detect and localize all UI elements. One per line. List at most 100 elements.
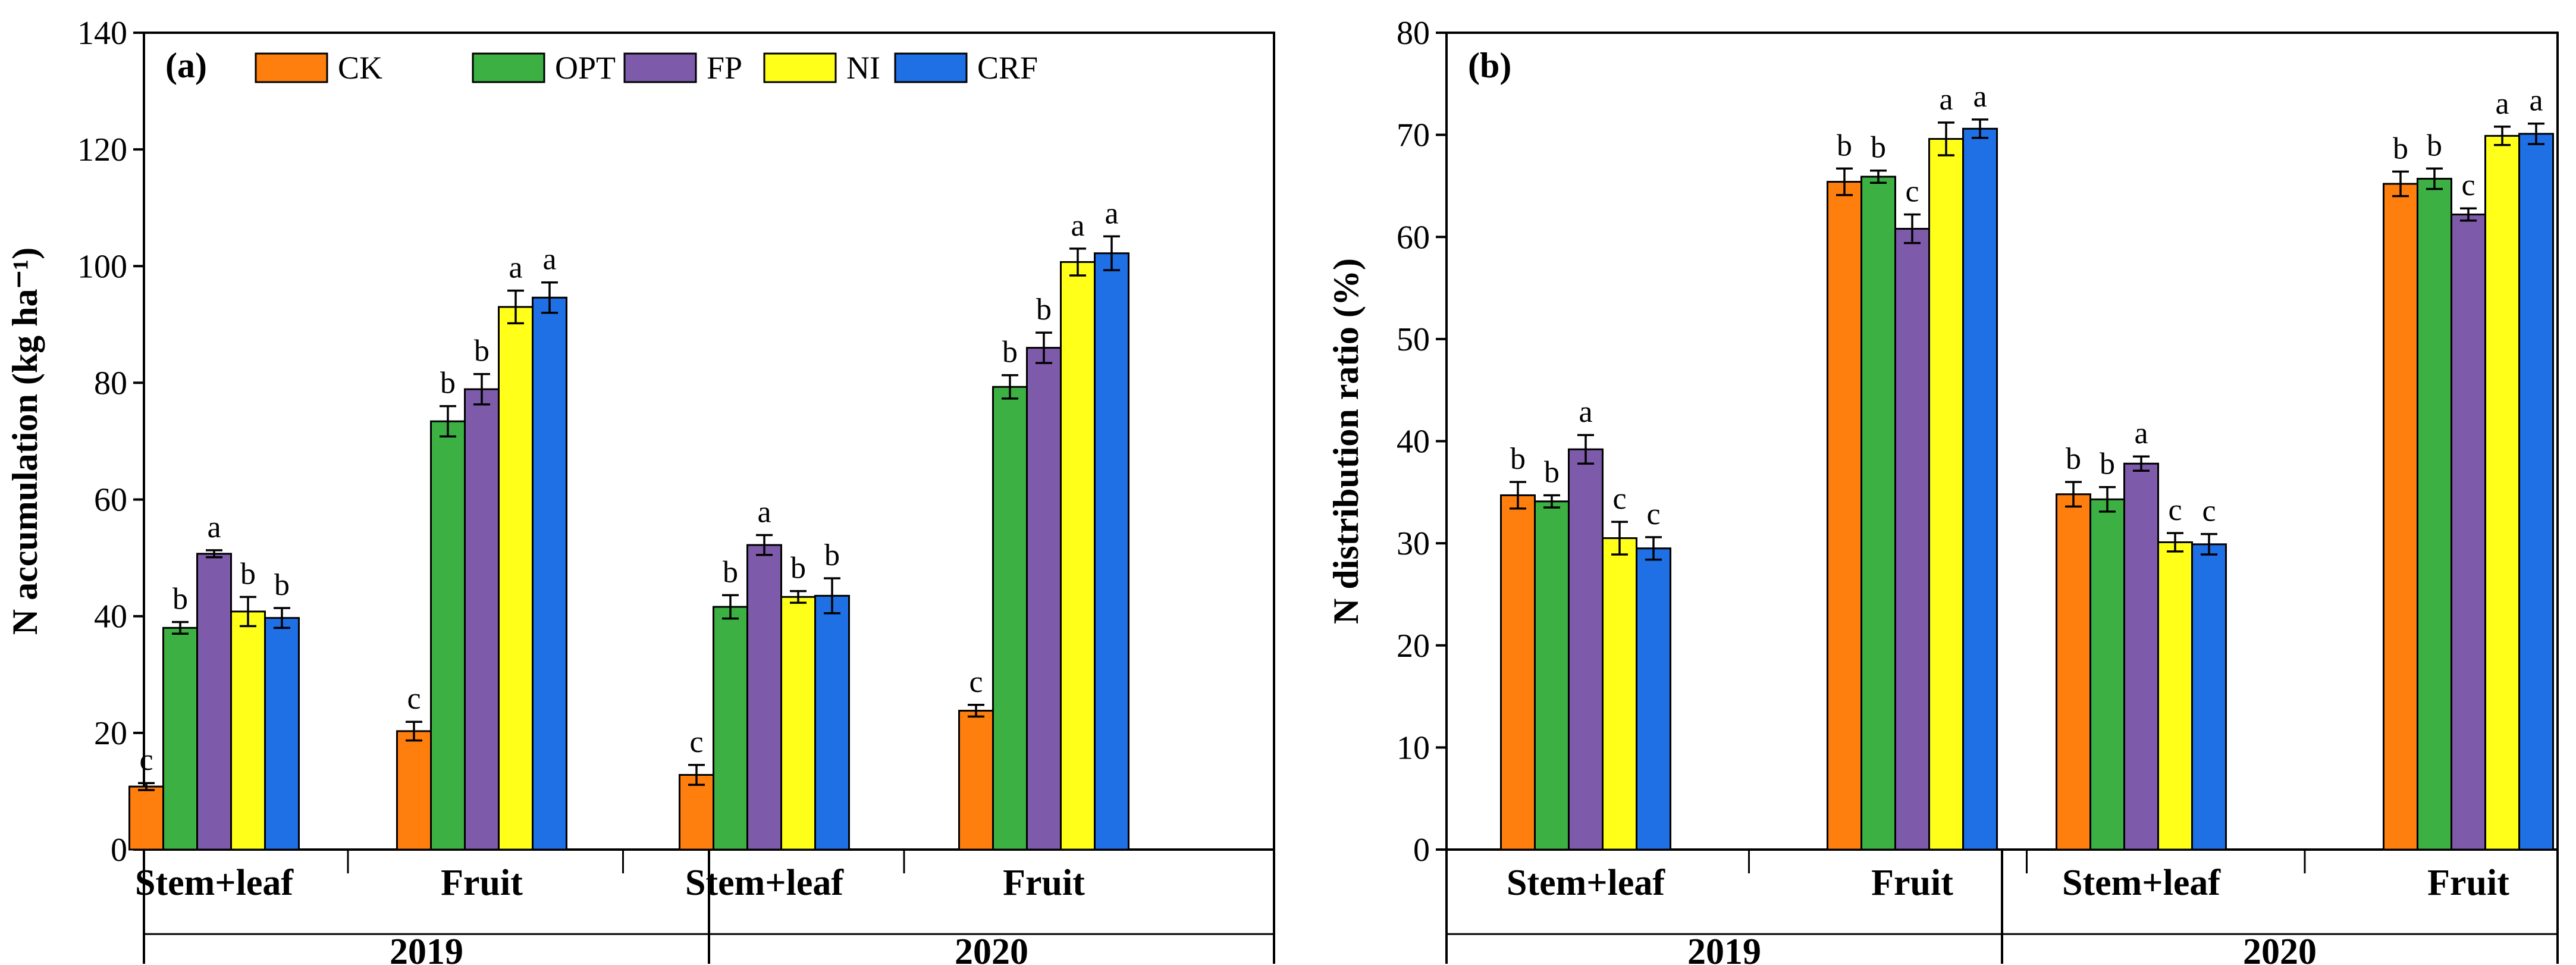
bar-opt bbox=[162, 626, 198, 851]
bar-fp bbox=[1026, 347, 1062, 851]
bar-ck bbox=[128, 785, 164, 851]
y-tick-label: 140 bbox=[77, 15, 127, 52]
category-label: Fruit bbox=[1871, 863, 1953, 903]
significance-letter: a bbox=[542, 243, 556, 277]
significance-letter: b bbox=[1002, 336, 1018, 369]
legend-swatch-crf bbox=[894, 52, 968, 83]
y-tick-label: 20 bbox=[94, 715, 127, 752]
bar-ck bbox=[396, 730, 432, 851]
significance-letter: b bbox=[1544, 455, 1560, 489]
y-tick-label: 40 bbox=[1397, 424, 1430, 460]
significance-letter: b bbox=[2066, 442, 2081, 476]
bar-fp bbox=[2451, 213, 2486, 851]
panel-label: (b) bbox=[1468, 46, 1511, 85]
bar-ni bbox=[2484, 134, 2520, 851]
bar-fp bbox=[464, 388, 500, 851]
legend-label-crf: CRF bbox=[977, 50, 1038, 86]
significance-letter: c bbox=[2168, 493, 2182, 527]
significance-letter: c bbox=[407, 682, 421, 716]
significance-letter: b bbox=[440, 366, 456, 400]
y-tick-label: 30 bbox=[1397, 525, 1430, 562]
significance-letter: a bbox=[757, 495, 771, 529]
bar-opt bbox=[2089, 498, 2125, 851]
bar-ni bbox=[498, 306, 534, 851]
y-tick-label: 50 bbox=[1397, 321, 1430, 358]
year-label: 2020 bbox=[2243, 932, 2317, 965]
bar-crf bbox=[2191, 543, 2227, 851]
significance-letter: a bbox=[1579, 395, 1592, 429]
significance-letter: b bbox=[1510, 442, 1526, 476]
y-tick-label: 80 bbox=[1397, 15, 1430, 52]
significance-letter: a bbox=[2495, 87, 2509, 121]
y-axis-title: N accumulation (kg ha⁻¹) bbox=[5, 247, 45, 635]
significance-letter: a bbox=[509, 250, 522, 284]
legend-label-opt: OPT bbox=[555, 50, 616, 86]
category-label: Stem+leaf bbox=[2062, 863, 2221, 903]
y-tick-label: 10 bbox=[1397, 729, 1430, 766]
panel-label: (a) bbox=[165, 46, 207, 85]
bar-ck bbox=[1500, 494, 1536, 851]
year-label: 2019 bbox=[1687, 932, 1761, 965]
bar-opt bbox=[1860, 176, 1896, 851]
bar-ck bbox=[2383, 183, 2418, 851]
bar-crf bbox=[2518, 133, 2554, 851]
significance-letter: b bbox=[2100, 447, 2115, 481]
significance-letter: c bbox=[139, 743, 153, 777]
y-tick-label: 100 bbox=[77, 248, 127, 285]
bar-opt bbox=[430, 420, 466, 851]
bar-fp bbox=[1568, 448, 1604, 851]
legend-swatch-opt bbox=[472, 52, 545, 83]
year-label: 2019 bbox=[390, 932, 463, 965]
significance-letter: b bbox=[474, 334, 490, 368]
significance-letter: b bbox=[790, 552, 806, 585]
y-tick-label: 60 bbox=[1397, 219, 1430, 256]
bar-fp bbox=[746, 544, 782, 851]
category-label: Stem+leaf bbox=[685, 863, 844, 903]
significance-letter: b bbox=[172, 582, 188, 616]
category-label: Fruit bbox=[2427, 863, 2509, 903]
y-tick-label: 80 bbox=[94, 365, 127, 402]
legend-swatch-fp bbox=[623, 52, 697, 83]
significance-letter: c bbox=[969, 665, 983, 699]
bar-ni bbox=[780, 596, 816, 851]
significance-letter: c bbox=[2461, 168, 2475, 202]
bar-ni bbox=[1602, 537, 1637, 851]
bar-opt bbox=[713, 606, 748, 851]
y-tick-label: 0 bbox=[111, 832, 127, 869]
bar-opt bbox=[992, 386, 1028, 851]
significance-letter: b bbox=[1871, 131, 1886, 165]
bar-crf bbox=[814, 594, 850, 851]
bar-ni bbox=[2157, 541, 2193, 851]
significance-letter: a bbox=[1105, 196, 1118, 230]
bar-fp bbox=[1894, 228, 1930, 851]
bar-crf bbox=[532, 296, 567, 851]
significance-letter: b bbox=[2393, 131, 2408, 165]
significance-letter: a bbox=[2134, 416, 2148, 450]
year-label: 2020 bbox=[955, 932, 1028, 965]
legend-label-fp: FP bbox=[707, 50, 742, 86]
significance-letter: b bbox=[274, 568, 290, 602]
category-label: Fruit bbox=[441, 863, 523, 903]
y-tick-label: 40 bbox=[94, 599, 127, 635]
significance-letter: c bbox=[1905, 174, 1919, 208]
significance-letter: c bbox=[689, 725, 703, 759]
significance-letter: a bbox=[1973, 80, 1987, 114]
y-tick-label: 60 bbox=[94, 482, 127, 519]
significance-letter: c bbox=[1646, 497, 1660, 531]
significance-letter: b bbox=[1837, 129, 1852, 162]
significance-letter: a bbox=[207, 510, 221, 544]
bar-crf bbox=[1094, 252, 1129, 851]
bar-ni bbox=[1928, 137, 1964, 851]
legend-swatch-ni bbox=[763, 52, 837, 83]
y-tick-label: 120 bbox=[77, 131, 127, 168]
bar-crf bbox=[1962, 127, 1998, 851]
y-tick-label: 70 bbox=[1397, 117, 1430, 154]
legend-swatch-ck bbox=[255, 52, 328, 83]
significance-letter: b bbox=[824, 538, 840, 572]
significance-letter: c bbox=[1612, 482, 1626, 516]
category-label: Fruit bbox=[1003, 863, 1085, 903]
bar-crf bbox=[1636, 547, 1671, 851]
bar-ck bbox=[679, 773, 714, 851]
bar-ni bbox=[230, 610, 266, 851]
